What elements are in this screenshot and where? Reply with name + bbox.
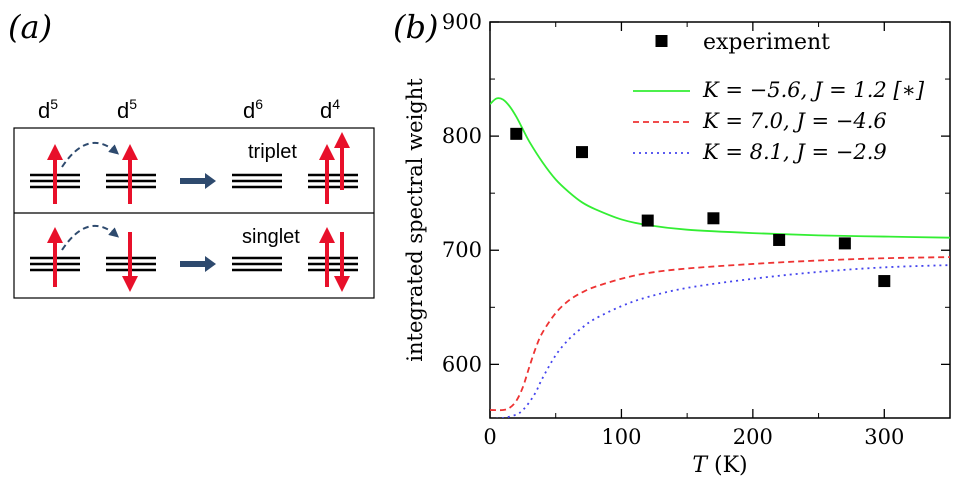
panel-b-label: (b)	[393, 8, 438, 46]
spins-row-1	[47, 132, 350, 204]
chart: 0 100 200 300 600 700 800 900 T (K) integrated sp…	[403, 10, 951, 478]
experiment-point	[510, 127, 523, 140]
levels-row-1	[30, 173, 358, 189]
panel-a: (a) d5 d5 d6 d4 triplet singlet	[8, 8, 375, 299]
hopping-arc-icon	[61, 225, 120, 251]
y-tick-label: 600	[442, 352, 482, 376]
spins-row-2	[47, 227, 350, 292]
transition-arrows	[180, 173, 216, 272]
y-axis-label: integrated spectral weight	[403, 78, 427, 362]
experiment-point	[641, 214, 654, 227]
legend-marker-experiment	[655, 35, 668, 47]
x-axis-label: T (K)	[692, 453, 747, 478]
series-line-1	[490, 97, 950, 239]
y-tick-label: 900	[442, 10, 482, 34]
right-arrow-icon	[180, 173, 216, 189]
x-tick-label: 300	[864, 425, 904, 449]
experiment-point	[838, 237, 851, 250]
series-line-2	[490, 256, 950, 412]
row-label-singlet: singlet	[242, 226, 300, 248]
experiment-point	[773, 233, 786, 246]
y-tick-label: 700	[442, 238, 482, 262]
y-tick-label: 800	[442, 124, 482, 148]
row-label-triplet: triplet	[248, 141, 297, 163]
legend-label-2: K = 7.0, J = −4.6	[702, 109, 887, 133]
series-group	[490, 97, 950, 418]
plot-frame	[489, 21, 951, 419]
levels-row-2	[30, 256, 358, 272]
experiment-point	[576, 146, 588, 159]
config-label-3: d6	[243, 96, 263, 123]
config-label-2: d5	[117, 96, 137, 123]
series-line-3	[493, 264, 950, 418]
panel-a-label: (a)	[8, 8, 52, 46]
legend-label-1: K = −5.6, J = 1.2 [∗]	[702, 78, 925, 102]
x-tick-label: 200	[733, 425, 773, 449]
experiment-point	[707, 212, 720, 225]
legend-label-3: K = 8.1, J = −2.9	[702, 140, 887, 164]
hopping-arc-icon	[61, 142, 120, 168]
config-label-4: d4	[320, 96, 340, 123]
x-tick-label: 0	[483, 425, 496, 449]
panel-b: (b) 0 100 200 300 600 700 800 900 T (K) integrate…	[393, 8, 951, 478]
right-arrow-icon	[180, 256, 216, 272]
legend-label-experiment: experiment	[703, 30, 830, 55]
experiment-point	[878, 275, 891, 288]
x-tick-label: 100	[601, 425, 641, 449]
config-label-1: d5	[38, 96, 58, 123]
